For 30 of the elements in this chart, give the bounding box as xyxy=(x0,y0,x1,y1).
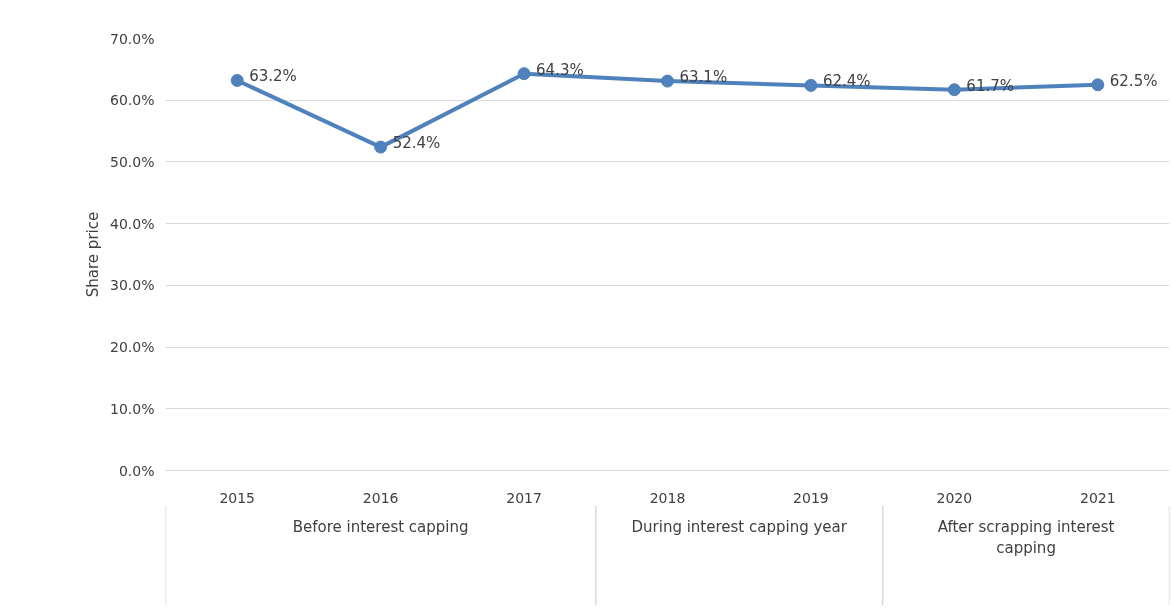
point xyxy=(374,140,388,154)
text: Before interest capping xyxy=(292,517,469,536)
point xyxy=(230,73,244,87)
y-tick-label: 50.0% xyxy=(110,153,155,170)
y-tick-label: 40.0% xyxy=(110,215,155,232)
x-tick-label: 2019 xyxy=(793,489,829,506)
x-tick-label: 2020 xyxy=(936,489,973,506)
y-axis-title: Share price xyxy=(84,211,103,298)
y-tick-label: 20.0% xyxy=(110,339,155,356)
y-tick-label: 0.0% xyxy=(118,462,155,479)
y-tick-label: 10.0% xyxy=(110,400,155,417)
x-tick-label: 2016 xyxy=(362,489,399,506)
x-tick-label: 2015 xyxy=(219,489,256,506)
point xyxy=(661,74,674,88)
data-label: 64.3% xyxy=(536,60,584,79)
y-tick-label: 60.0% xyxy=(110,92,155,109)
x-tick-label: 2017 xyxy=(506,489,542,506)
text: During interest capping year xyxy=(631,517,848,536)
text: After scrapping interest capping xyxy=(937,517,1115,558)
x-tick-label: 2021 xyxy=(1079,489,1116,506)
data-label: 52.4% xyxy=(392,134,441,153)
y-tick-label: 70.0% xyxy=(110,30,155,47)
point xyxy=(804,78,818,92)
point xyxy=(1091,78,1105,92)
point xyxy=(517,67,531,81)
point xyxy=(947,83,961,97)
x-tick-label: 2018 xyxy=(649,489,686,506)
y-tick-label: 30.0% xyxy=(110,277,155,294)
data-label: 62.5% xyxy=(1109,71,1158,90)
data-label: 63.2% xyxy=(249,67,297,86)
